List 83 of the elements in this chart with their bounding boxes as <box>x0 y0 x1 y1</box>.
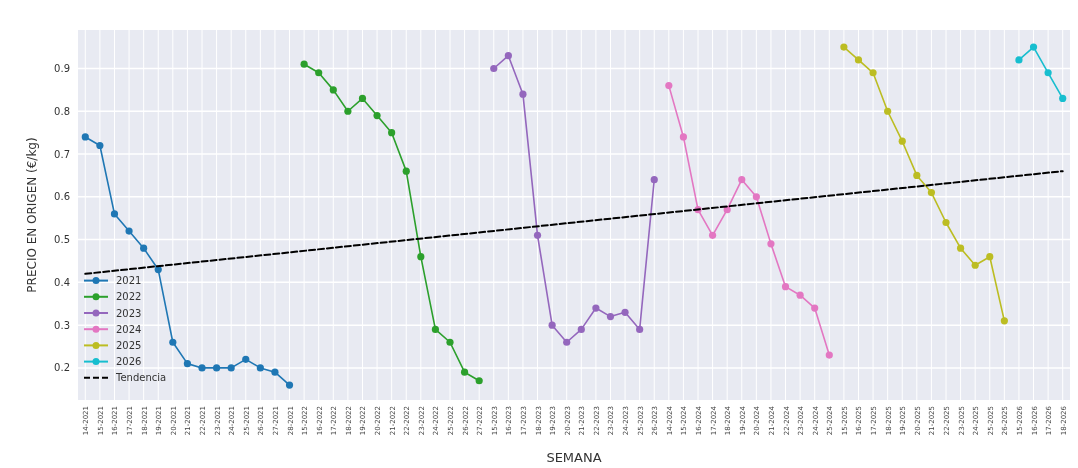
point <box>388 129 396 137</box>
point <box>563 338 571 346</box>
point <box>1029 43 1038 51</box>
point <box>1000 317 1008 325</box>
point <box>898 137 906 145</box>
y-tick-label: 0.5 <box>54 234 70 246</box>
point <box>636 325 644 334</box>
point <box>125 227 133 235</box>
legend-label: 2023 <box>116 307 142 319</box>
point <box>140 244 148 252</box>
point <box>942 218 950 227</box>
point <box>402 167 410 175</box>
point <box>81 133 89 141</box>
point <box>242 355 250 363</box>
point <box>665 82 673 90</box>
point <box>548 321 556 329</box>
point <box>315 69 323 77</box>
point <box>475 377 483 385</box>
point <box>183 360 192 368</box>
point <box>752 193 760 201</box>
point <box>110 210 119 218</box>
point <box>811 304 819 312</box>
point <box>533 231 542 239</box>
point <box>358 94 367 103</box>
point <box>913 171 921 180</box>
point <box>840 43 848 51</box>
point <box>927 188 936 197</box>
x-axis-title: SEMANA <box>546 450 602 465</box>
point <box>723 206 731 214</box>
point <box>621 308 629 316</box>
point <box>650 176 658 184</box>
point <box>256 364 264 372</box>
legend-label: Tendencia <box>115 372 167 384</box>
point <box>504 52 512 60</box>
point <box>854 56 863 64</box>
point <box>956 244 965 252</box>
y-tick-label: 0.2 <box>54 362 70 374</box>
point <box>825 351 833 359</box>
point <box>198 364 206 372</box>
legend-label: 2025 <box>116 339 142 351</box>
point <box>577 325 585 334</box>
legend-label: 2022 <box>116 291 142 303</box>
point <box>227 364 235 372</box>
point <box>708 231 717 239</box>
point <box>986 253 994 261</box>
y-tick-label: 0.6 <box>54 191 70 203</box>
point <box>519 90 527 98</box>
point <box>1059 94 1067 103</box>
point <box>431 325 440 334</box>
point <box>679 133 688 141</box>
point <box>490 64 498 73</box>
point <box>971 261 979 269</box>
point <box>344 107 352 115</box>
point <box>271 368 279 376</box>
y-axis-title: PRECIO EN ORIGEN (€/kg) <box>25 137 39 293</box>
point <box>1015 56 1023 64</box>
point <box>592 304 600 312</box>
legend-label: 2024 <box>116 323 142 335</box>
legend-label: 2021 <box>116 275 142 287</box>
point <box>767 240 775 248</box>
point <box>417 253 425 261</box>
point <box>169 338 177 346</box>
legend-label: 2026 <box>116 356 142 368</box>
point <box>212 364 221 372</box>
point <box>781 283 790 291</box>
point <box>446 338 454 346</box>
y-tick-label: 0.9 <box>54 63 70 74</box>
y-tick-label: 0.4 <box>54 276 70 288</box>
point <box>373 111 381 120</box>
point <box>460 368 469 376</box>
y-tick-label: 0.8 <box>54 105 70 117</box>
point <box>96 141 104 150</box>
point <box>869 69 877 77</box>
point <box>884 107 892 115</box>
point <box>285 381 294 389</box>
y-tick-label: 0.7 <box>54 148 70 160</box>
point <box>796 291 804 299</box>
point <box>329 86 337 94</box>
y-tick-label: 0.3 <box>54 319 70 331</box>
point <box>1044 69 1052 77</box>
point <box>738 176 746 184</box>
point <box>300 60 308 68</box>
point <box>606 312 615 321</box>
